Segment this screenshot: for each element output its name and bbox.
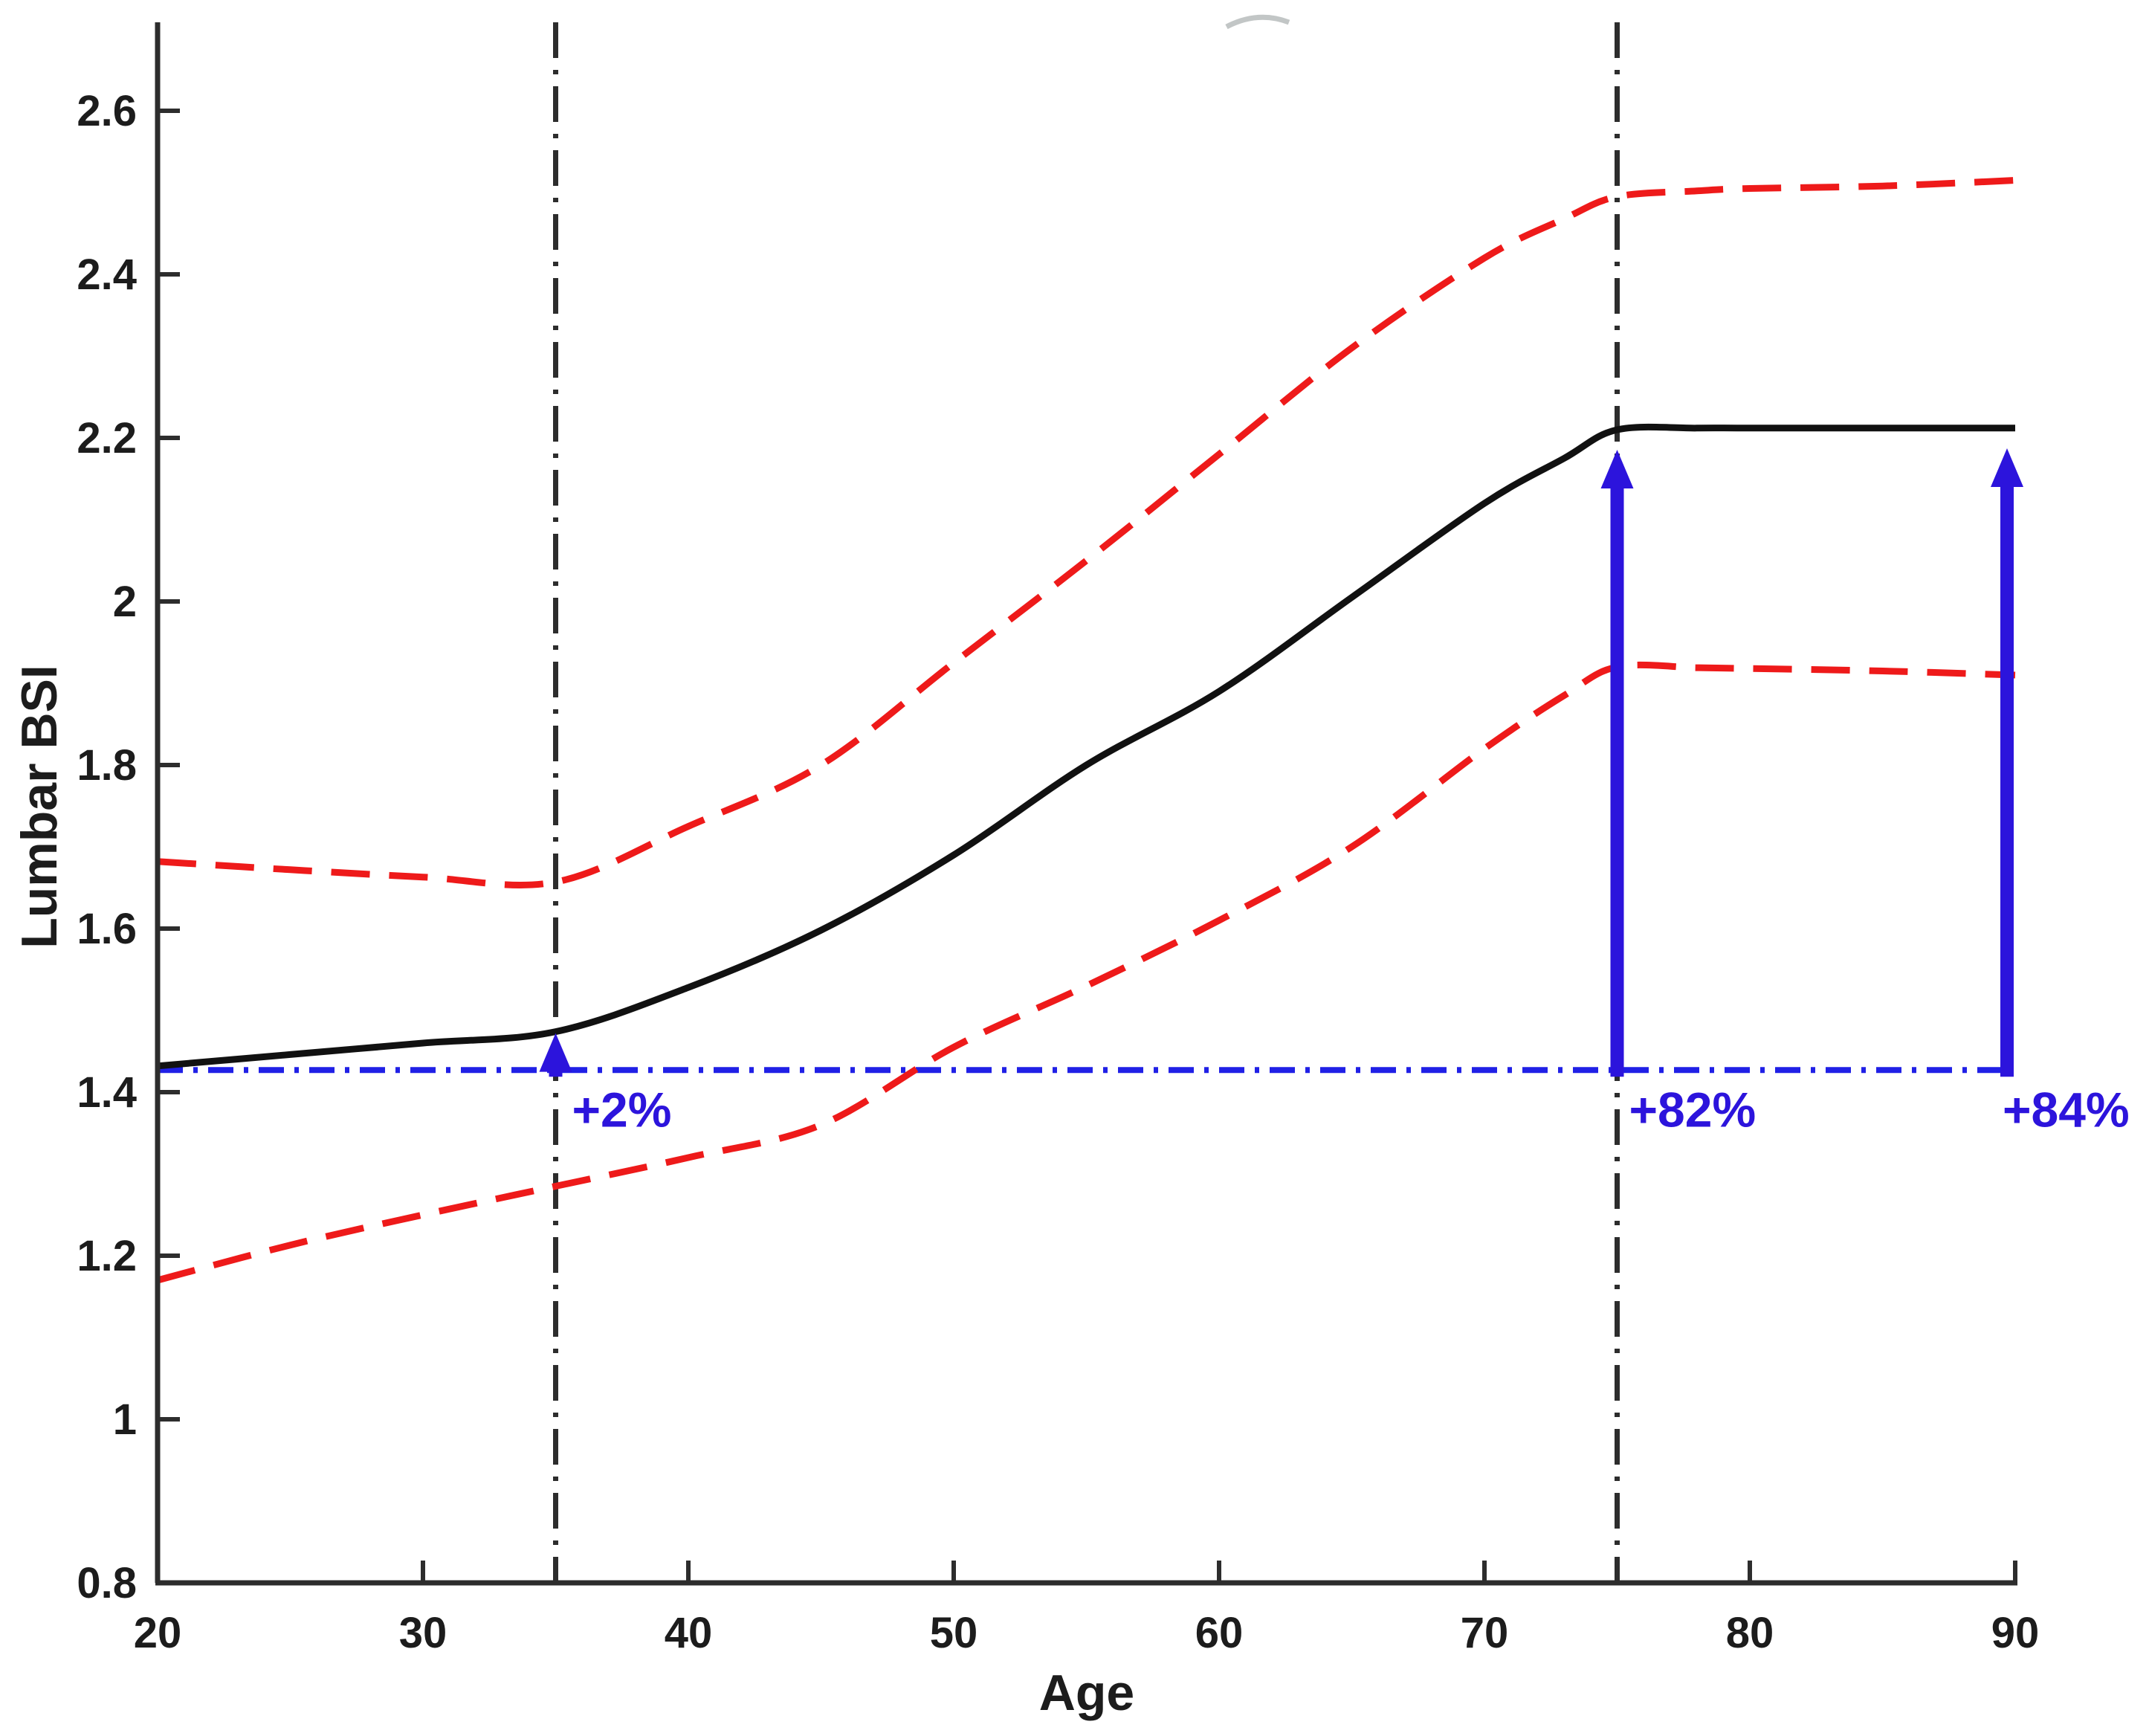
y-tick-label-1.8: 1.8	[77, 741, 137, 790]
lower-confidence-bound-curve	[156, 661, 2016, 1284]
annotation-label-+84%: +84%	[2003, 1082, 2130, 1137]
annotation-arrow-head-+2%	[539, 1033, 572, 1072]
curves-group	[156, 177, 2016, 1284]
annotations-group: +2% +82% +84%	[539, 448, 2130, 1137]
x-tick-label-60: 60	[1195, 1609, 1244, 1657]
x-tick-label-20: 20	[134, 1609, 182, 1657]
x-tick-label-50: 50	[930, 1609, 978, 1657]
ticks-group: 20 30 40 50 60 70 80 90 0.8 1 1.2 1.4 1.6 1.8 2 2.2 2.4 2…	[77, 87, 2039, 1657]
x-tick-label-40: 40	[665, 1609, 713, 1657]
x-tick-label-80: 80	[1726, 1609, 1774, 1657]
y-tick-label-2.2: 2.2	[77, 414, 137, 462]
mean-lumbar-bsi-curve	[157, 423, 2015, 1070]
y-tick-label-2: 2	[113, 578, 137, 626]
annotation-label-+2%: +2%	[572, 1082, 672, 1137]
y-tick-label-2.6: 2.6	[77, 87, 137, 135]
upper-confidence-bound-curve	[157, 177, 2016, 888]
y-tick-label-0.8: 0.8	[77, 1559, 137, 1607]
x-tick-label-30: 30	[399, 1609, 447, 1657]
annotation-arrow-head-+84%	[1991, 448, 2023, 487]
annotation-arrow-head-+82%	[1600, 450, 1634, 488]
x-tick-label-90: 90	[1991, 1609, 2040, 1657]
stray-mark	[1225, 14, 1290, 30]
y-tick-label-1.4: 1.4	[77, 1068, 137, 1117]
y-axis-title: Lumbar BSI	[11, 665, 68, 949]
reference-lines-group	[158, 22, 2007, 1583]
x-tick-label-70: 70	[1461, 1609, 1509, 1657]
x-axis-title: Age	[1039, 1665, 1134, 1721]
y-tick-label-1.6: 1.6	[77, 905, 137, 953]
y-tick-label-2.4: 2.4	[77, 251, 137, 299]
y-tick-label-1.2: 1.2	[77, 1232, 137, 1280]
y-tick-label-1: 1	[113, 1395, 137, 1444]
annotation-label-+82%: +82%	[1629, 1082, 1757, 1137]
